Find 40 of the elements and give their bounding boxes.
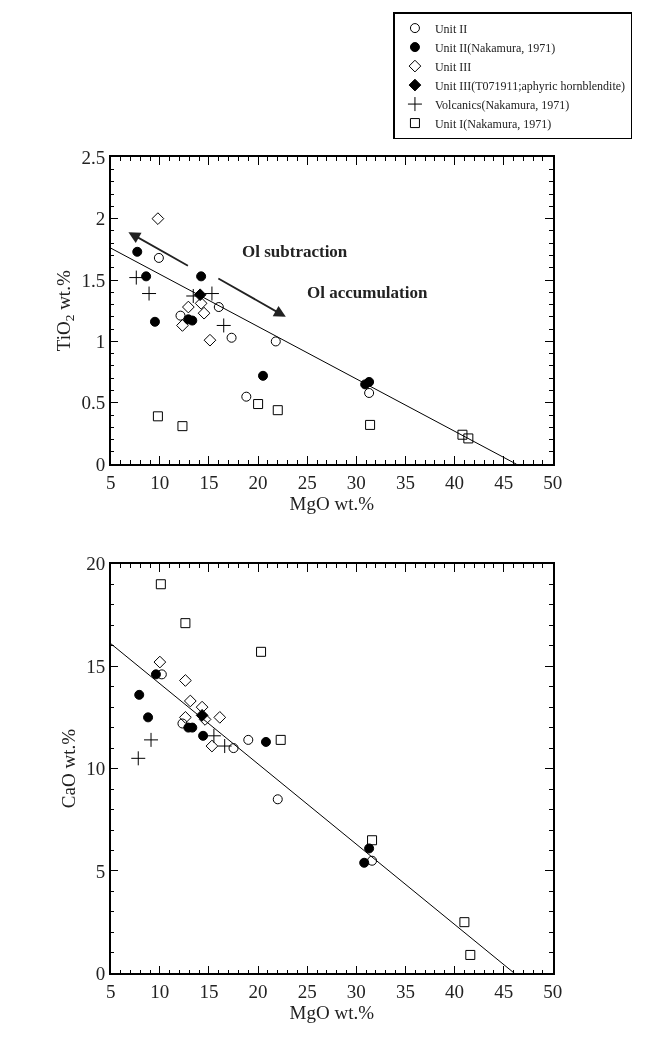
x-tick-label: 35 bbox=[395, 471, 415, 493]
legend-label: Unit II bbox=[434, 21, 468, 36]
y-tick-label: 5 bbox=[95, 860, 106, 882]
y-tick-label: 0 bbox=[95, 963, 106, 985]
x-tick-label: 45 bbox=[494, 980, 514, 1002]
x-tick-label: 25 bbox=[297, 980, 317, 1002]
x-tick-label: 30 bbox=[346, 980, 366, 1002]
y-axis-title: CaO wt.% bbox=[57, 728, 79, 809]
y-tick-label: 10 bbox=[86, 758, 106, 780]
y-tick-label: 15 bbox=[86, 655, 106, 677]
legend-label: Unit III(T071911;aphyric hornblendite) bbox=[434, 78, 626, 93]
y-tick-label: 20 bbox=[86, 553, 106, 575]
x-tick-label: 10 bbox=[150, 980, 170, 1002]
legend-label: Unit III bbox=[434, 59, 472, 74]
x-tick-label: 15 bbox=[199, 980, 219, 1002]
x-tick-label: 50 bbox=[543, 980, 563, 1002]
y-tick-label: 0 bbox=[95, 453, 106, 475]
y-tick-label: 2 bbox=[95, 208, 106, 230]
x-tick-label: 30 bbox=[346, 471, 366, 493]
x-tick-label: 35 bbox=[395, 980, 415, 1002]
x-tick-label: 40 bbox=[445, 471, 465, 493]
x-tick-label: 45 bbox=[494, 471, 514, 493]
y-tick-label: 1.5 bbox=[81, 269, 106, 291]
x-axis-title: MgO wt.% bbox=[289, 1001, 375, 1023]
annotation: Ol accumulation bbox=[307, 283, 428, 302]
x-tick-label: 50 bbox=[543, 471, 563, 493]
x-tick-label: 15 bbox=[199, 471, 219, 493]
legend-label: Unit II(Nakamura, 1971) bbox=[434, 40, 556, 55]
legend-label: Unit I(Nakamura, 1971) bbox=[434, 116, 552, 131]
y-tick-label: 1 bbox=[95, 331, 106, 353]
x-tick-label: 10 bbox=[150, 471, 170, 493]
y-tick-label: 0.5 bbox=[81, 392, 106, 414]
x-tick-label: 25 bbox=[297, 471, 317, 493]
x-axis-title: MgO wt.% bbox=[289, 492, 375, 514]
x-tick-label: 20 bbox=[248, 980, 268, 1002]
x-tick-label: 40 bbox=[445, 980, 465, 1002]
annotation: Ol subtraction bbox=[242, 242, 348, 261]
x-tick-label: 20 bbox=[248, 471, 268, 493]
y-tick-label: 2.5 bbox=[81, 146, 106, 168]
legend-label: Volcanics(Nakamura, 1971) bbox=[434, 97, 570, 112]
